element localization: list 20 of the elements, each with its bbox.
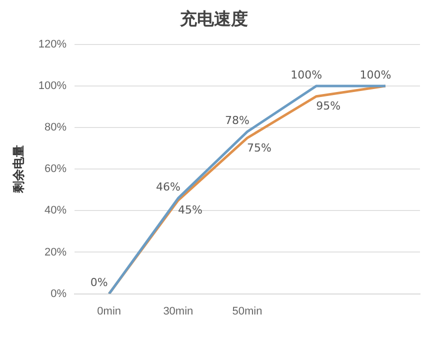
data-label: 45%	[178, 204, 202, 217]
y-tick-label: 0%	[50, 288, 67, 300]
x-tick-label: 30min	[163, 305, 194, 318]
x-tick-label: 0min	[97, 305, 121, 318]
y-tick-label: 20%	[44, 246, 67, 258]
data-label: 100%	[290, 68, 322, 82]
data-label: 78%	[225, 114, 250, 128]
y-tick-label: 60%	[44, 163, 67, 176]
data-label: 0%	[90, 276, 108, 290]
data-label: 100%	[360, 68, 392, 82]
data-label: 46%	[156, 180, 180, 194]
x-tick-label: 50min	[232, 305, 262, 318]
data-label: 75%	[247, 141, 272, 154]
y-tick-label: 40%	[44, 204, 67, 217]
chart-title: 充电速度	[179, 10, 248, 30]
y-axis-title: 剩余电量	[12, 145, 26, 194]
y-tick-label: 120%	[38, 38, 67, 50]
y-tick-label: 100%	[38, 80, 67, 92]
data-label: 95%	[316, 100, 341, 113]
y-tick-label: 80%	[44, 122, 67, 134]
